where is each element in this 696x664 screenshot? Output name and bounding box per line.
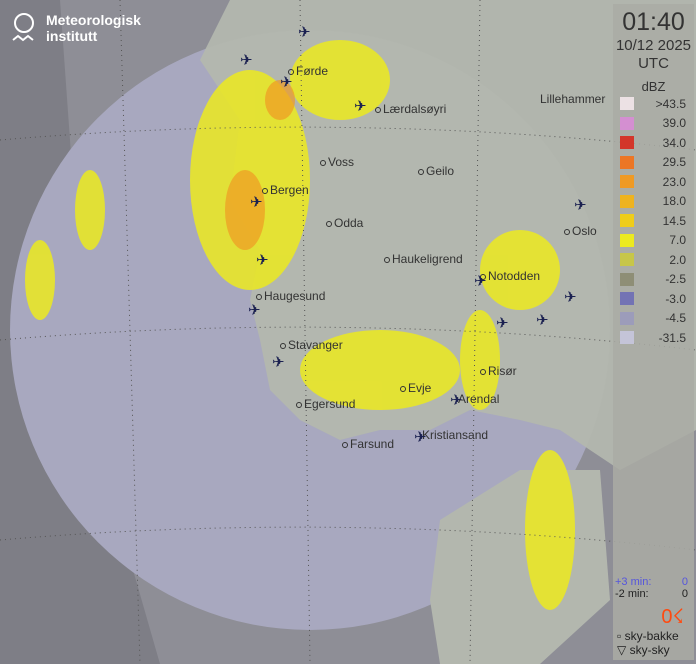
legend-item: 2.0 [613,250,694,270]
legend-item: 29.5 [613,153,694,173]
legend-swatch [620,292,634,306]
airport-icon: ✈ [240,52,253,69]
lightning-plus3: +3 min: 0 [615,575,688,588]
met-logo: Meteorologisk institutt [12,12,141,48]
legend-value: >43.5 [655,96,686,111]
legend-item: 34.0 [613,133,694,153]
legend-value: -3.0 [665,291,686,306]
legend-value: -4.5 [665,311,686,326]
legend-value: 14.5 [662,213,686,228]
city-oslo: Oslo [564,224,597,238]
logo-icon [12,13,34,42]
city-voss: Voss [320,155,354,169]
legend-swatch [620,233,634,247]
city-farsund: Farsund [342,437,394,451]
key-cloud-cloud: ▽ sky-sky [617,642,670,657]
precipitation [25,40,575,610]
brand-line2: institutt [46,28,98,44]
city-lillehammer: Lillehammer [540,92,606,106]
city-stavanger: Stavanger [280,338,343,352]
city-evje: Evje [400,381,431,395]
city-odda: Odda [326,216,363,230]
airport-icon: ✈ [250,194,263,211]
airport-icon: ✈ [496,315,509,332]
legend-value: 2.0 [669,252,686,267]
legend-item: -3.0 [613,289,694,309]
legend-swatch [620,136,634,150]
city-notodden: Notodden [480,269,540,283]
legend-value: 23.0 [662,174,686,189]
airport-icon: ✈ [256,252,269,269]
lightning-count: 0☇ [661,605,684,628]
legend-panel: 01:40 10/12 2025 UTC dBZ >43.5 39.0 34.0 29… [613,4,694,660]
airport-icon: ✈ [564,289,577,306]
city-haugesund: Haugesund [256,289,325,303]
legend-item: 14.5 [613,211,694,231]
legend-swatch [620,331,634,345]
key-cloud-ground: ▫ sky-bakke [617,628,679,643]
legend-item: -2.5 [613,270,694,290]
airport-icon: ✈ [280,74,293,91]
legend-item: -4.5 [613,309,694,329]
city-arendal: Arendal [458,392,500,406]
airport-icon: ✈ [354,98,367,115]
legend-value: 7.0 [669,233,686,248]
square-icon: ▫ [617,628,622,643]
legend-items: >43.5 39.0 34.0 29.5 23.0 18.0 14.5 7.0 2.0 -2.5 -… [613,94,694,348]
legend-item: 23.0 [613,172,694,192]
city-bergen: Bergen [262,183,309,197]
airport-icon: ✈ [248,302,261,319]
legend-swatch [620,116,634,130]
legend-swatch [620,214,634,228]
legend-unit: dBZ [641,79,666,94]
city-geilo: Geilo [418,164,454,178]
airport-icon: ✈ [272,354,285,371]
city-risor: Risør [480,364,517,378]
legend-value: 18.0 [662,194,686,209]
legend-item: 39.0 [613,114,694,134]
airport-icon: ✈ [450,392,463,409]
airport-icon: ✈ [536,312,549,329]
lightning-minus2: -2 min: 0 [615,587,688,600]
legend-value: -31.5 [658,330,686,345]
legend-swatch [620,272,634,286]
legend-item: -31.5 [613,328,694,348]
city-haukeligrend: Haukeligrend [384,252,463,266]
legend-swatch [620,175,634,189]
legend-swatch [620,194,634,208]
triangle-icon: ▽ [617,642,627,657]
airport-icon: ✈ [298,24,311,41]
lightning-icon: ☇ [672,605,684,628]
time-label: 01:40 [622,8,685,36]
legend-swatch [620,155,634,169]
airport-icon: ✈ [474,273,487,290]
legend-value: 29.5 [662,155,686,170]
city-laerdalsoyri: Lærdalsøyri [375,102,446,116]
legend-value: -2.5 [665,272,686,287]
legend-item: 18.0 [613,192,694,212]
legend-item: 7.0 [613,231,694,251]
timezone-label: UTC [638,55,669,72]
airport-icon: ✈ [574,197,587,214]
legend-value: 39.0 [662,116,686,131]
brand-line1: Meteorologisk [46,12,141,28]
city-forde: Førde [288,64,328,78]
airport-icon: ✈ [414,429,427,446]
legend-swatch [620,311,634,325]
legend-swatch [620,97,634,111]
city-egersund: Egersund [296,397,355,411]
city-kristiansand: Kristiansand [422,428,489,442]
date-label: 10/12 2025 [615,37,692,54]
legend-swatch [620,253,634,267]
legend-item: >43.5 [613,94,694,114]
legend-value: 34.0 [662,135,686,150]
